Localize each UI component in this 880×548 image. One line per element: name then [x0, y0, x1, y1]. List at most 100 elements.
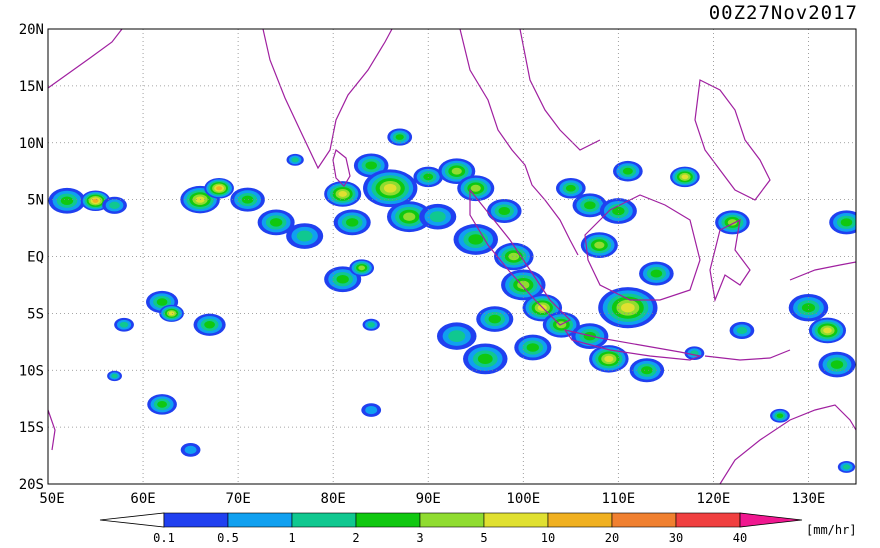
rain-contour: [358, 265, 366, 271]
rain-contour: [612, 206, 625, 216]
rain-cell: [349, 259, 375, 277]
legend-tick-label: 40: [733, 531, 747, 544]
rain-cell: [102, 196, 127, 214]
indochina-coast: [519, 29, 601, 151]
rain-contour: [429, 211, 446, 223]
latitude-labels: 20N 15N 10N 5N EQ 5S 10S 15S 20S: [19, 22, 44, 493]
rain-contour: [423, 173, 434, 181]
rain-cell: [333, 209, 371, 236]
rain-contour: [204, 321, 215, 329]
rain-contour: [296, 230, 313, 242]
rain-contour: [498, 207, 511, 215]
rain-contour: [727, 219, 738, 226]
legend-tick-label: 0.1: [153, 531, 175, 544]
rain-contour: [168, 311, 175, 316]
rain-contour: [346, 218, 359, 227]
rain-contour: [336, 274, 349, 284]
legend-tick-label: 1: [288, 531, 295, 544]
sri-lanka-coast: [332, 148, 351, 187]
rain-cell: [107, 370, 122, 382]
color-legend: 0.1 0.5 1 2 3 5 10 20 30 40: [99, 512, 803, 545]
rain-cell: [413, 166, 444, 188]
india-coast: [262, 29, 393, 170]
rain-cell: [147, 394, 177, 415]
rain-cell: [572, 193, 608, 218]
rain-contour: [184, 445, 197, 454]
legend-tick-label: 20: [605, 531, 619, 544]
rain-cell: [486, 199, 522, 223]
rain-contour: [367, 322, 375, 328]
latitude-label: 10S: [19, 363, 44, 379]
rain-cell: [257, 209, 295, 236]
madagascar-coast: [48, 409, 56, 451]
rain-contour: [157, 400, 168, 408]
borneo-coast: [584, 194, 701, 301]
australia-coast: [719, 404, 856, 484]
rain-cell: [808, 317, 847, 344]
rain-cell: [48, 187, 86, 214]
rain-contour: [842, 464, 851, 470]
sumatra-coast: [469, 188, 572, 326]
rain-contour: [488, 314, 501, 324]
latitude-label: 5S: [27, 306, 44, 322]
rain-cell: [837, 460, 856, 473]
lesser-sunda-coast: [704, 349, 791, 361]
legend-swatch: [547, 512, 613, 528]
java-coast: [563, 329, 703, 361]
rain-cell: [599, 198, 637, 224]
rain-contour: [830, 360, 844, 369]
rain-contour: [403, 212, 416, 221]
longitude-label: 60E: [130, 491, 155, 507]
rain-contour: [526, 343, 539, 352]
graticule: [48, 29, 856, 484]
rain-cell: [436, 322, 477, 350]
rain-cell: [514, 334, 552, 361]
rain-contour: [736, 326, 748, 335]
legend-swatch: [675, 512, 741, 528]
latitude-label: 5N: [27, 193, 44, 209]
rain-contour: [776, 413, 784, 419]
rain-contour: [395, 134, 404, 140]
latitude-label: 10N: [19, 136, 44, 152]
legend-swatch: [355, 512, 421, 528]
rain-cell: [729, 321, 755, 339]
rain-contour: [477, 353, 493, 365]
rain-cell: [494, 242, 534, 271]
rain-cell: [670, 166, 700, 188]
longitude-label: 90E: [416, 491, 441, 507]
latitude-label: 20S: [19, 477, 44, 493]
rain-contour: [681, 174, 689, 180]
rain-cell: [180, 443, 201, 457]
rain-cell: [361, 403, 382, 417]
legend-swatch: [163, 512, 229, 528]
rain-cell: [204, 177, 234, 199]
legend-tick-label: 5: [480, 531, 487, 544]
rain-cell: [362, 318, 380, 331]
rain-contour: [641, 366, 653, 375]
new-guinea-coast: [789, 261, 856, 281]
rain-contour: [621, 302, 635, 313]
rain-cell: [598, 287, 658, 329]
rain-contour: [801, 303, 816, 313]
legend-swatch: [419, 512, 485, 528]
rain-cell: [159, 304, 184, 322]
legend-tick-label: 10: [541, 531, 555, 544]
legend-unit-label: [mm/hr]: [806, 523, 857, 537]
longitude-labels: 50E 60E 70E 80E 90E 100E 110E 120E 130E: [39, 491, 825, 507]
rain-cell: [589, 345, 629, 373]
rain-contour: [338, 190, 347, 197]
longitude-label: 50E: [39, 491, 64, 507]
rain-contour: [111, 373, 118, 379]
rain-cell: [324, 181, 362, 207]
rain-contour: [451, 167, 462, 175]
longitude-label: 100E: [506, 491, 540, 507]
rain-contour: [470, 184, 481, 192]
rain-contour: [622, 167, 633, 175]
latitude-label: 20N: [19, 22, 44, 38]
legend-swatch: [611, 512, 677, 528]
rain-contour: [269, 218, 283, 227]
rain-cell: [114, 317, 134, 332]
sulawesi-coast: [709, 218, 751, 303]
rain-cell: [230, 187, 265, 212]
